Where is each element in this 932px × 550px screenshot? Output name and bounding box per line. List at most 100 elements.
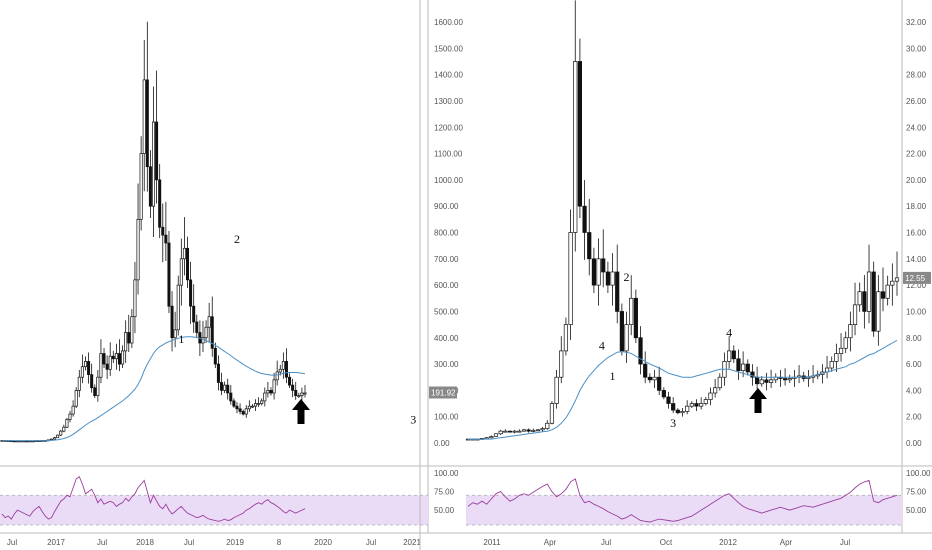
- rsi-tick-label: 50.00: [434, 506, 455, 515]
- candle-body: [155, 121, 159, 181]
- candle-body: [210, 316, 214, 349]
- candle-body: [247, 405, 251, 410]
- last-price-box: [903, 271, 931, 284]
- candle-body: [573, 61, 578, 233]
- candle-body: [694, 403, 699, 407]
- candle-body: [238, 408, 242, 412]
- candle-body: [130, 316, 134, 344]
- price-tick-label: 26.00: [906, 97, 927, 106]
- wave-label-1: 1: [610, 369, 616, 383]
- date-tick-label: Jul: [97, 538, 107, 547]
- price-tick-label: 400.00: [434, 334, 459, 343]
- candle-body: [136, 218, 140, 281]
- price-tick-label: 16.00: [906, 229, 927, 238]
- price-tick-label: 8.00: [906, 334, 922, 343]
- wave-label-4: 4: [726, 325, 732, 339]
- candle-body: [145, 79, 149, 168]
- candle-body: [838, 347, 844, 354]
- wave-label-3: 3: [410, 412, 416, 426]
- candle-body: [164, 234, 168, 244]
- candle-body: [876, 291, 881, 332]
- moving-average-line: [2, 336, 306, 442]
- candle-body: [186, 247, 190, 281]
- candle-body: [531, 430, 536, 432]
- candle-body: [139, 153, 143, 220]
- candle-body: [294, 390, 298, 396]
- last-price-label: 191.92: [431, 389, 456, 398]
- candle-body: [857, 291, 862, 306]
- candle-body: [852, 304, 858, 325]
- candle-body: [862, 291, 867, 312]
- candle-body: [741, 363, 746, 371]
- candle-body: [671, 403, 676, 411]
- candle-body: [269, 390, 273, 394]
- candle-body: [281, 361, 285, 370]
- candle-body: [745, 363, 750, 373]
- price-tick-label: 1600.00: [434, 18, 463, 27]
- candle-body: [121, 350, 125, 365]
- candle-body: [179, 258, 183, 286]
- candle-body: [806, 376, 811, 379]
- price-tick-label: 2.00: [906, 413, 922, 422]
- candle-body: [102, 353, 106, 365]
- candle-body: [596, 258, 601, 286]
- candle-body: [189, 279, 193, 307]
- candle-body: [235, 405, 239, 410]
- candle-body: [834, 353, 839, 362]
- rsi-line: [467, 478, 898, 523]
- date-tick-label: 8: [277, 538, 282, 547]
- candle-body: [220, 382, 224, 391]
- price-tick-label: 700.00: [434, 255, 459, 264]
- candle-body: [880, 291, 886, 299]
- candle-body: [80, 366, 84, 378]
- buy-arrow-left-icon: [292, 399, 310, 424]
- candle-body: [108, 355, 112, 370]
- candle-body: [90, 374, 94, 389]
- price-tick-label: 1500.00: [434, 44, 463, 53]
- candle-body: [93, 387, 97, 396]
- candle-body: [266, 390, 270, 394]
- price-tick-label: 24.00: [906, 123, 927, 132]
- price-tick-label: 30.00: [906, 44, 927, 53]
- candle-body: [173, 329, 177, 339]
- candle-body: [885, 284, 890, 299]
- price-tick-label: 0.00: [906, 439, 922, 448]
- candle-body: [782, 378, 788, 381]
- price-tick-label: 6.00: [906, 360, 922, 369]
- candle-body: [278, 368, 282, 373]
- candle-body: [117, 353, 121, 365]
- rsi-tick-label: 100.00: [434, 469, 459, 478]
- candle-body: [545, 422, 550, 429]
- price-tick-label: 1300.00: [434, 97, 463, 106]
- candle-body: [133, 279, 137, 318]
- rsi-line: [1, 476, 306, 522]
- candle-body: [540, 428, 545, 431]
- price-tick-label: 1200.00: [434, 123, 463, 132]
- date-tick-label: 2018: [136, 538, 154, 547]
- candle-body: [275, 371, 279, 381]
- left-chart-panel: 0.00100.00200.00300.00400.00500.00600.00…: [0, 0, 605, 547]
- rsi-tick-label: 75.00: [434, 488, 455, 497]
- candle-body: [288, 376, 292, 386]
- date-tick-label: 2017: [47, 538, 65, 547]
- candle-body: [503, 430, 508, 433]
- candle-body: [170, 305, 174, 339]
- candle-body: [727, 350, 732, 362]
- candle-body: [685, 405, 690, 412]
- candle-body: [284, 361, 288, 378]
- candle-body: [207, 316, 211, 328]
- price-tick-label: 1000.00: [434, 176, 463, 185]
- candle-body: [661, 390, 666, 398]
- candle-body: [638, 337, 643, 365]
- rsi-tick-label: 50.00: [906, 506, 927, 515]
- candle-body: [493, 433, 499, 437]
- candle-body: [615, 271, 620, 312]
- price-tick-label: 20.00: [906, 176, 927, 185]
- candle-body: [699, 403, 704, 407]
- moving-average-line: [468, 339, 898, 440]
- candle-body: [829, 361, 834, 369]
- right-chart-panel: 0.00 2.00 4.00 6.00 8.00 10.00 12.00 14.00 16.00…: [465, 0, 931, 547]
- date-tick-label: Jul: [366, 538, 376, 547]
- candle-body: [77, 376, 81, 391]
- candle-body: [226, 384, 230, 394]
